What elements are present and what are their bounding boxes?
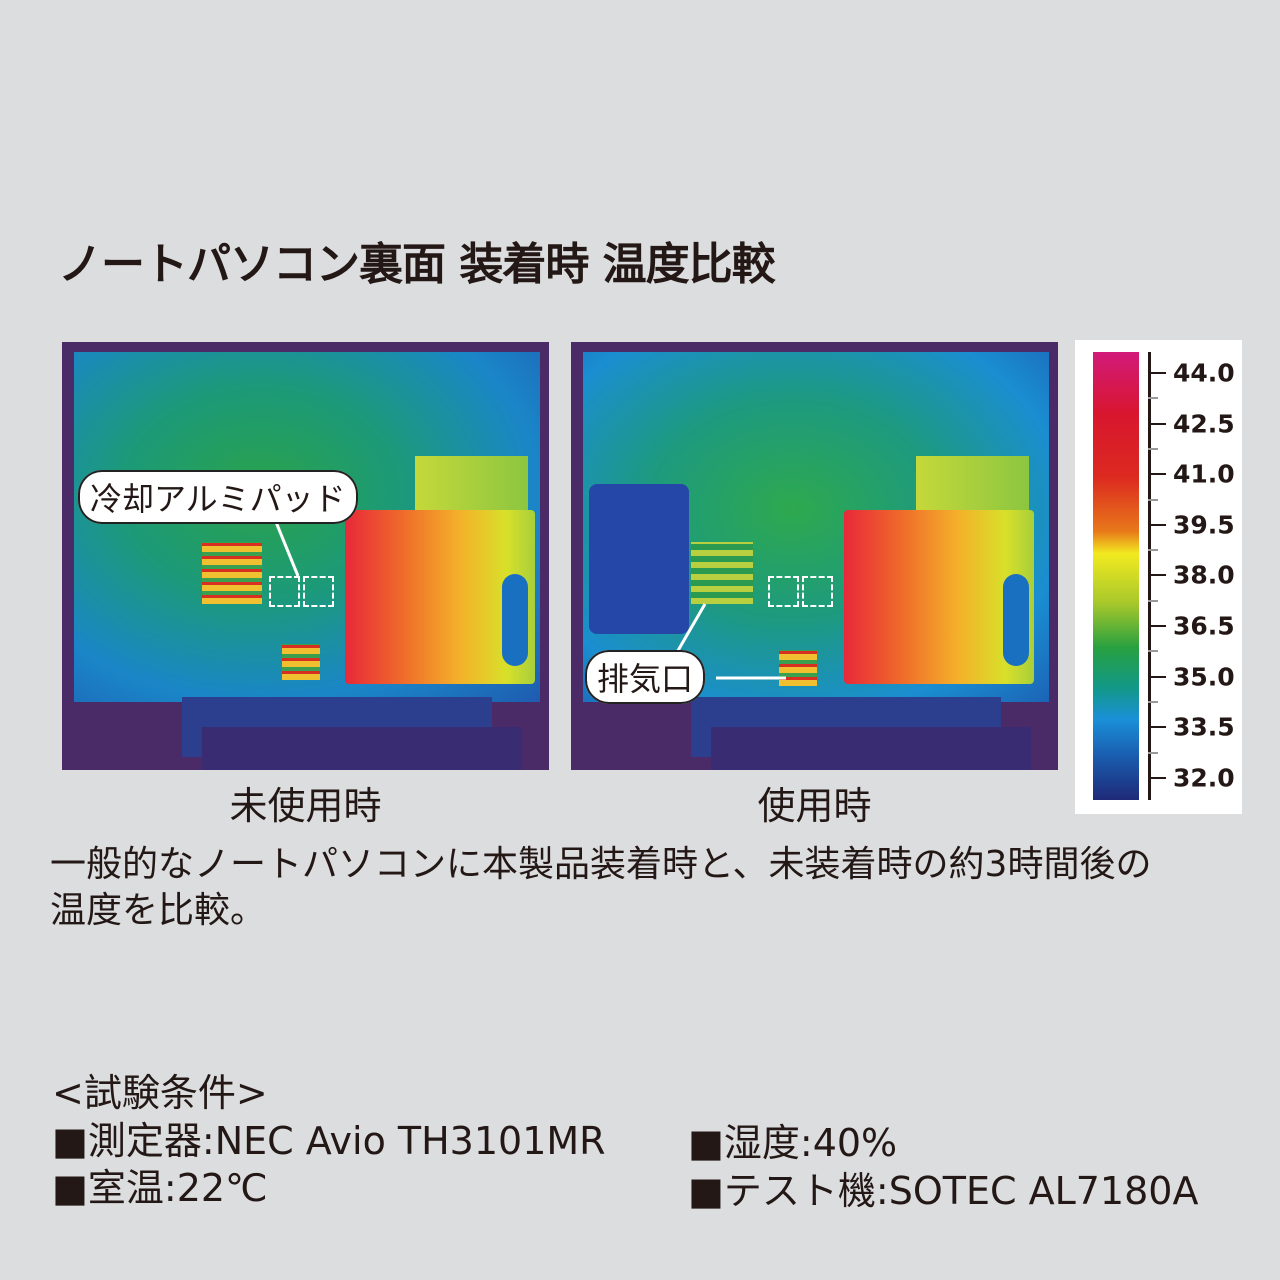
scale-tick bbox=[1148, 574, 1166, 577]
page-title: ノートパソコン裏面 装着時 温度比較 bbox=[58, 239, 776, 290]
scale-tick bbox=[1148, 625, 1166, 627]
vent-marker bbox=[802, 576, 833, 607]
description: 一般的なノートパソコンに本製品装着時と、未装着時の約3時間後の 温度を比較。 bbox=[50, 842, 1250, 934]
vent-marker bbox=[303, 576, 334, 607]
laptop-bottom-edge bbox=[711, 727, 1031, 770]
thermal-image-used: 排気口 bbox=[571, 342, 1058, 770]
scale-tick bbox=[1148, 473, 1166, 476]
callout-label: 排気口 bbox=[585, 650, 706, 704]
scale-tick-label: 36.5 bbox=[1173, 611, 1235, 641]
vent-marker bbox=[768, 576, 799, 607]
callout-lines bbox=[674, 603, 786, 680]
description-line: 温度を比較。 bbox=[50, 890, 267, 931]
scale-minor-tick bbox=[1148, 447, 1158, 450]
callout-label: 冷却アルミパッド bbox=[78, 470, 358, 524]
scale-tick bbox=[1148, 372, 1166, 374]
hot-region bbox=[844, 510, 1034, 684]
vent-hot bbox=[282, 644, 320, 680]
vent-hot bbox=[202, 542, 262, 604]
scale-tick-label: 42.5 bbox=[1173, 409, 1235, 439]
color-bar bbox=[1093, 352, 1139, 800]
caption-unused: 未使用時 bbox=[229, 784, 382, 828]
scale-minor-tick bbox=[1148, 751, 1158, 754]
vent-warm bbox=[691, 542, 753, 604]
scale-tick-label: 44.0 bbox=[1173, 358, 1235, 388]
condition-item: ■測定器:NEC Avio TH3101MR bbox=[52, 1119, 606, 1163]
scale-tick bbox=[1148, 776, 1166, 779]
scale-minor-tick bbox=[1148, 498, 1158, 501]
vent-hot bbox=[779, 650, 817, 686]
scale-tick bbox=[1148, 523, 1166, 526]
description-line: 一般的なノートパソコンに本製品装着時と、未装着時の約3時間後の bbox=[50, 844, 1152, 885]
scale-tick-label: 32.0 bbox=[1173, 763, 1235, 793]
conditions-heading: <試験条件> bbox=[52, 1071, 268, 1115]
cool-slot bbox=[1003, 574, 1029, 666]
scale-tick-label: 33.5 bbox=[1173, 712, 1235, 742]
warm-region bbox=[415, 456, 528, 516]
scale-tick-label: 39.5 bbox=[1173, 510, 1235, 540]
condition-item: ■湿度:40% bbox=[688, 1121, 898, 1165]
scale-minor-tick bbox=[1148, 397, 1158, 400]
callout-line bbox=[265, 499, 300, 577]
scale-tick bbox=[1148, 726, 1166, 729]
cool-region bbox=[589, 484, 689, 634]
scale-minor-tick bbox=[1148, 650, 1158, 653]
thermal-image-unused: 冷却アルミパッド bbox=[62, 342, 549, 770]
scale-tick-label: 41.0 bbox=[1173, 459, 1235, 489]
scale-tick-label: 38.0 bbox=[1173, 560, 1235, 590]
scale-minor-tick bbox=[1148, 700, 1158, 703]
scale-tick bbox=[1148, 675, 1166, 678]
condition-item: ■テスト機:SOTEC AL7180A bbox=[688, 1169, 1199, 1213]
caption-used: 使用時 bbox=[757, 784, 872, 828]
scale-tick bbox=[1148, 422, 1166, 425]
scale-minor-tick bbox=[1148, 549, 1158, 552]
warm-region bbox=[916, 456, 1029, 516]
cool-slot bbox=[502, 574, 528, 666]
vent-marker bbox=[269, 576, 300, 607]
condition-item: ■室温:22℃ bbox=[52, 1166, 268, 1210]
scale-tick-label: 35.0 bbox=[1173, 662, 1235, 692]
scale-minor-tick bbox=[1148, 599, 1158, 602]
laptop-bottom-edge bbox=[202, 727, 522, 770]
temperature-scale: 44.0 42.5 41.0 39.5 38.0 36.5 35.0 33.5 32.0 bbox=[1075, 340, 1242, 814]
